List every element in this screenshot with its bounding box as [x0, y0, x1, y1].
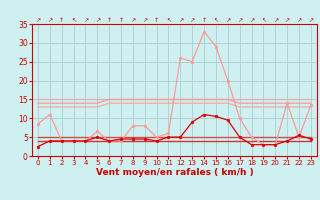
X-axis label: Vent moyen/en rafales ( km/h ): Vent moyen/en rafales ( km/h )	[96, 168, 253, 177]
